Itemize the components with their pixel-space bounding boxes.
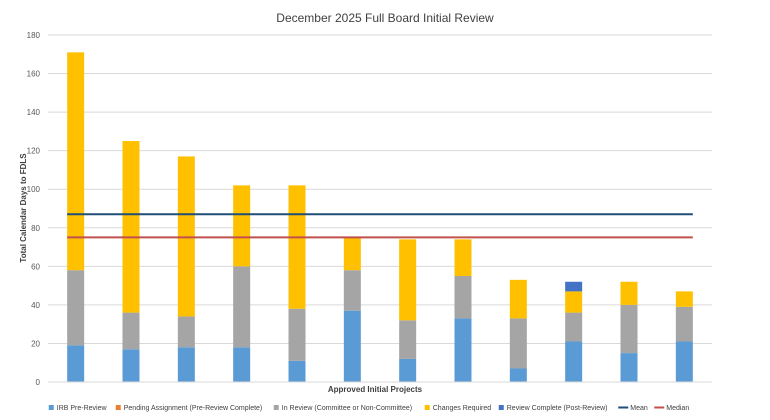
bar-segment-9-series-4	[509, 279, 527, 319]
bar-segment-2-series-1	[122, 349, 140, 382]
bar-segment-4-series-3	[233, 266, 251, 348]
y-tick-label-40: 40	[31, 301, 40, 310]
bar-segment-7-series-1	[399, 358, 417, 382]
gridlines	[48, 34, 712, 344]
legend-label-5: Review Complete (Post-Review)	[507, 405, 608, 412]
legend-label-7: Median	[666, 405, 689, 412]
bar-segment-12-series-3	[675, 306, 693, 342]
bar-segment-10-series-5	[565, 281, 583, 292]
y-tick-label-120: 120	[27, 147, 41, 156]
x-axis-title: Approved Initial Projects	[328, 385, 423, 394]
y-tick-label-100: 100	[27, 185, 41, 194]
bar-segment-9-series-1	[509, 368, 527, 382]
bar-segment-4-series-1	[233, 347, 251, 382]
bar-segment-11-series-3	[620, 304, 638, 354]
legend: IRB Pre-Review Pending Assignment (Pre-Re…	[48, 405, 689, 412]
bar-segment-7-series-4	[399, 239, 417, 321]
bar-segment-6-series-3	[343, 270, 361, 311]
bar-segment-2-series-4	[122, 141, 140, 313]
bar-segment-2-series-3	[122, 312, 140, 350]
bar-segment-11-series-1	[620, 353, 638, 382]
bar-segment-8-series-1	[454, 318, 472, 382]
y-axis-ticks: 0 20 40 60 80 100 120 140 160 180	[27, 31, 41, 387]
bar-segment-5-series-4	[288, 185, 306, 309]
legend-swatch-2	[115, 405, 121, 410]
bar-segment-1-series-4	[67, 52, 85, 271]
y-tick-label-60: 60	[31, 262, 40, 271]
y-tick-label-80: 80	[31, 224, 40, 233]
legend-label-1: IRB Pre-Review	[57, 405, 108, 412]
y-axis-title: Total Calendar Days to FDLS	[19, 153, 28, 263]
legend-label-3: In Review (Committee or Non-Committee)	[282, 405, 412, 412]
bar-segment-4-series-4	[233, 185, 251, 267]
bar-segment-5-series-1	[288, 360, 306, 382]
y-tick-label-20: 20	[31, 339, 40, 348]
bar-segment-1-series-3	[67, 270, 85, 346]
bar-segment-12-series-4	[675, 291, 693, 307]
legend-label-4: Changes Required	[433, 405, 491, 412]
legend-label-2: Pending Assignment (Pre-Review Complete)	[124, 405, 263, 412]
y-tick-label-140: 140	[27, 108, 41, 117]
reference-lines	[67, 213, 693, 239]
bar-segment-1-series-1	[67, 345, 85, 382]
bar-segment-7-series-3	[399, 320, 417, 359]
bar-segment-10-series-3	[565, 312, 583, 342]
bar-segment-9-series-3	[509, 318, 527, 369]
bar-segment-6-series-4	[343, 237, 361, 271]
bar-segment-3-series-3	[177, 316, 195, 348]
bar-segment-3-series-1	[177, 347, 195, 382]
bar-segment-8-series-4	[454, 239, 472, 276]
y-tick-label-0: 0	[36, 378, 41, 387]
legend-swatch-1	[48, 405, 54, 410]
y-tick-label-160: 160	[27, 70, 41, 79]
y-tick-label-180: 180	[27, 31, 41, 40]
legend-swatch-3	[273, 405, 279, 410]
bars	[67, 52, 693, 382]
bar-segment-6-series-1	[343, 310, 361, 382]
legend-swatch-4	[424, 405, 430, 410]
legend-label-6: Mean	[630, 405, 648, 412]
legend-swatch-5	[498, 405, 504, 410]
bar-segment-8-series-3	[454, 275, 472, 319]
bar-segment-5-series-3	[288, 308, 306, 361]
bar-segment-10-series-4	[565, 291, 583, 313]
chart-title: December 2025 Full Board Initial Review	[276, 11, 494, 25]
bar-segment-11-series-4	[620, 281, 638, 305]
bar-segment-12-series-1	[675, 341, 693, 382]
bar-segment-10-series-1	[565, 341, 583, 382]
